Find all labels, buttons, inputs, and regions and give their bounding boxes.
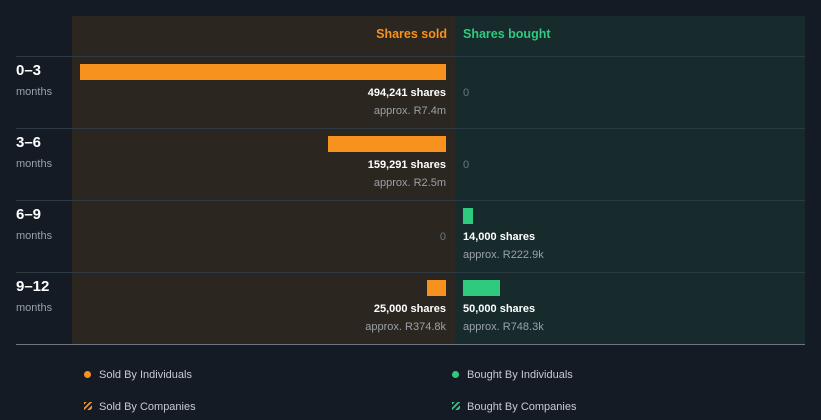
bought-zero-label: 0 bbox=[463, 87, 470, 99]
bought-bar bbox=[463, 280, 500, 296]
period-label: 0–3 bbox=[16, 62, 42, 79]
sold-approx-label: approx. R2.5m bbox=[373, 177, 446, 189]
row-separator bbox=[16, 56, 805, 57]
sold-shares-label: 494,241 shares bbox=[367, 87, 446, 99]
row-separator bbox=[16, 272, 805, 273]
legend-item: Bought By Individuals bbox=[452, 369, 573, 381]
sold-shares-label: 159,291 shares bbox=[367, 159, 446, 171]
legend-label: Sold By Individuals bbox=[99, 369, 192, 381]
sold-approx-label: approx. R7.4m bbox=[373, 105, 446, 117]
row-separator bbox=[16, 200, 805, 201]
sold-column-header: Shares sold bbox=[376, 27, 447, 41]
sold-shares-label: 25,000 shares bbox=[373, 303, 446, 315]
sold-zero-label: 0 bbox=[439, 231, 446, 243]
bought-column-header: Shares bought bbox=[463, 27, 551, 41]
period-label: 9–12 bbox=[16, 278, 50, 295]
legend-label: Sold By Companies bbox=[99, 401, 196, 413]
bought-zero-label: 0 bbox=[463, 159, 470, 171]
bought-bar bbox=[463, 208, 473, 224]
legend-dot-icon bbox=[84, 370, 91, 378]
legend-label: Bought By Companies bbox=[467, 401, 577, 413]
bought-approx-label: approx. R748.3k bbox=[463, 321, 544, 333]
bought-approx-label: approx. R222.9k bbox=[463, 249, 544, 261]
row-separator bbox=[16, 128, 805, 129]
chart-baseline bbox=[16, 344, 805, 345]
sold-bar bbox=[328, 136, 446, 152]
legend-hatch-icon bbox=[84, 402, 92, 411]
bought-shares-label: 14,000 shares bbox=[463, 231, 536, 243]
legend-dot-icon bbox=[452, 370, 459, 378]
legend-hatch-icon bbox=[452, 402, 460, 411]
period-label: 3–6 bbox=[16, 134, 42, 151]
bought-shares-label: 50,000 shares bbox=[463, 303, 536, 315]
sold-bar bbox=[427, 280, 446, 296]
period-unit-label: months bbox=[16, 158, 53, 170]
bought-panel bbox=[455, 16, 805, 344]
period-unit-label: months bbox=[16, 230, 53, 242]
period-unit-label: months bbox=[16, 86, 53, 98]
legend-label: Bought By Individuals bbox=[467, 369, 573, 381]
period-unit-label: months bbox=[16, 302, 53, 314]
legend-item: Bought By Companies bbox=[452, 401, 576, 413]
legend-item: Sold By Companies bbox=[84, 401, 196, 413]
legend-item: Sold By Individuals bbox=[84, 369, 192, 381]
insider-trading-chart: Shares sold Shares bought 0–3 months 494,2… bbox=[16, 16, 805, 345]
period-label: 6–9 bbox=[16, 206, 42, 223]
sold-bar bbox=[80, 64, 446, 80]
sold-approx-label: approx. R374.8k bbox=[365, 321, 446, 333]
